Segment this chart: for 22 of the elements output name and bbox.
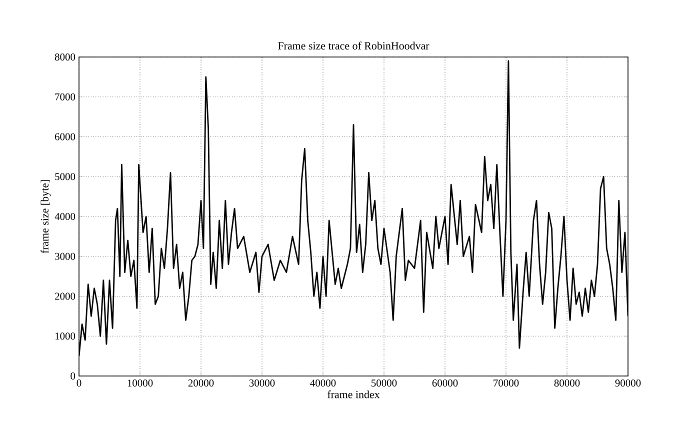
y-axis-title: frame size [byte] [40, 180, 51, 254]
x-tick-label: 40000 [310, 380, 336, 387]
y-tick-label: 2000 [55, 292, 76, 300]
y-tick-label: 1000 [55, 332, 76, 340]
x-axis-title: frame index [328, 390, 380, 398]
y-tick-label: 7000 [55, 93, 76, 100]
x-tick-label: 70000 [494, 380, 519, 387]
x-tick-label: 20000 [188, 380, 214, 387]
x-tick-label: 60000 [432, 380, 458, 387]
x-tick-label: 50000 [372, 380, 397, 387]
x-tick-label: 30000 [249, 380, 275, 387]
x-tick-label: 80000 [554, 380, 580, 387]
y-tick-label: 3000 [55, 252, 76, 260]
x-tick-label: 90000 [615, 380, 641, 387]
y-tick-label: 0 [70, 372, 76, 380]
x-tick-label: 0 [76, 380, 82, 387]
y-tick-label: 4000 [54, 212, 76, 220]
y-tick-label: 8000 [54, 53, 76, 61]
y-tick-label: 5000 [55, 173, 76, 180]
y-tick-label: 6000 [55, 133, 76, 140]
x-tick-label: 10000 [128, 380, 153, 387]
chart-title: Frame size trace of RobinHoodvar [278, 42, 430, 50]
